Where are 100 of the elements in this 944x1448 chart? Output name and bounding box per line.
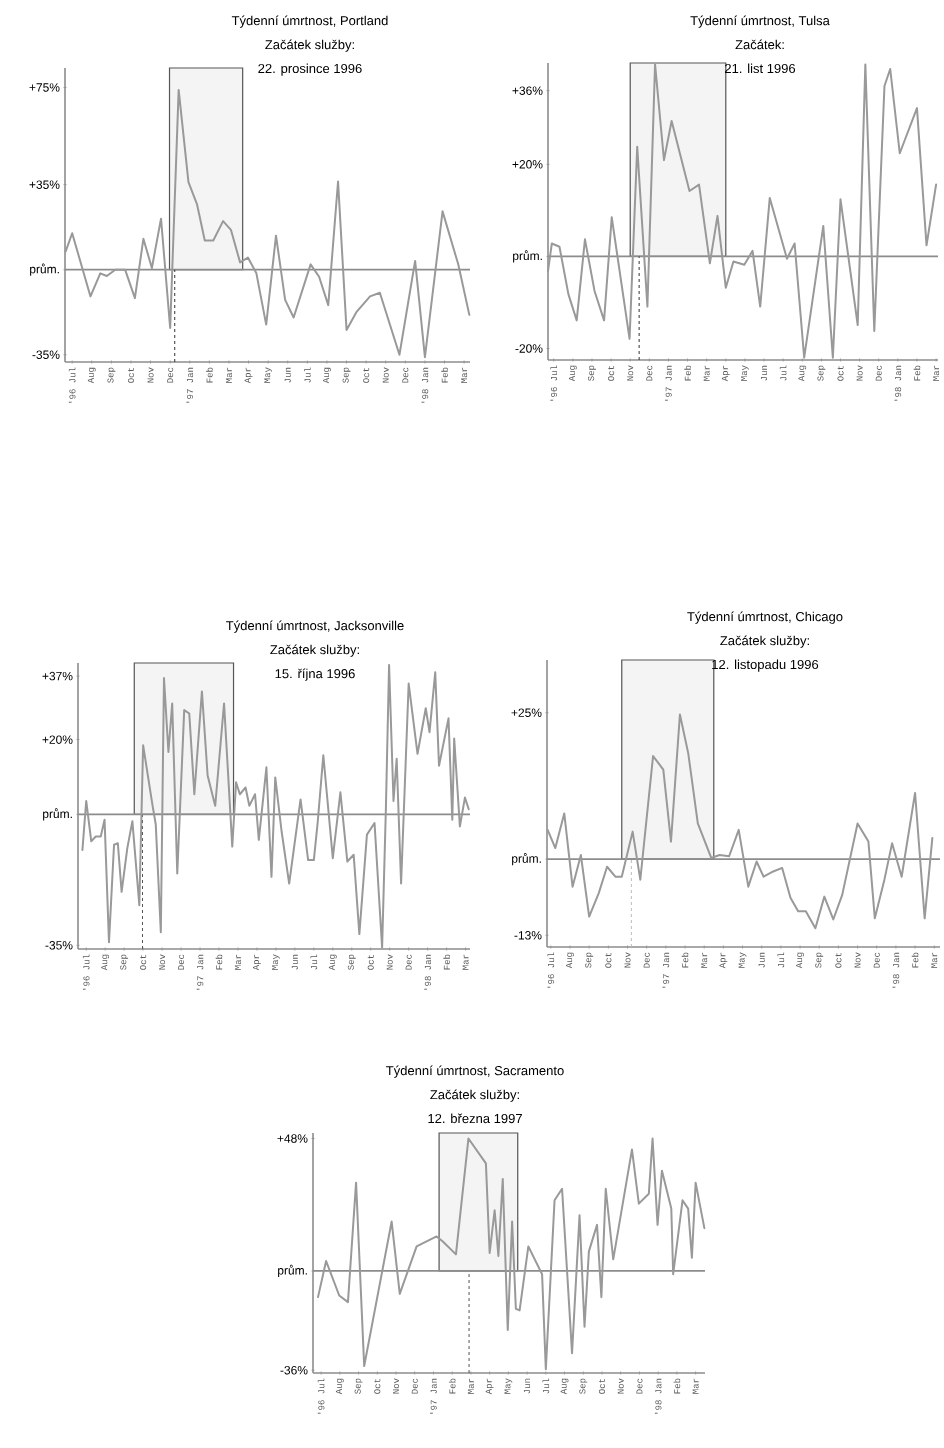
x-tick-label: Feb: [206, 367, 213, 383]
x-tick-label: Mar: [703, 365, 710, 381]
x-tick-label: Apr: [244, 367, 253, 384]
x-tick-label: Nov: [386, 954, 393, 970]
x-tick-label: Feb: [215, 954, 223, 970]
x-tick-label: Mar: [467, 1378, 474, 1394]
x-tick-label: Nov: [159, 954, 166, 970]
x-tick-label: May: [264, 367, 273, 383]
x-tick-label: Apr: [485, 1378, 494, 1395]
x-tick-label: '96 Jul: [82, 954, 90, 990]
x-tick-label: Oct: [598, 1378, 606, 1394]
x-tick-label: Feb: [448, 1378, 456, 1394]
x-tick-label: Jul: [304, 367, 311, 383]
x-tick-label: May: [272, 954, 280, 970]
x-tick-label: '98 Jan: [654, 1378, 662, 1414]
x-tick-label: Dec: [636, 1378, 643, 1394]
x-tick-label: Dec: [178, 954, 185, 970]
y-tick-label: -35%: [45, 941, 73, 950]
x-tick-label: Sep: [815, 952, 824, 968]
x-tick-label: Oct: [363, 367, 370, 383]
x-tick-label: Nov: [393, 1378, 400, 1394]
x-tick-label: Dec: [873, 952, 880, 968]
x-tick-label: Aug: [323, 367, 331, 384]
x-tick-label: Jun: [761, 365, 768, 381]
x-tick-label: Aug: [798, 365, 807, 382]
y-tick-label: -13%: [514, 931, 542, 940]
x-tick-label: Mar: [234, 954, 241, 970]
x-tick-label: Apr: [719, 952, 728, 969]
y-tick-label: +35%: [29, 180, 60, 189]
x-tick-label: Sep: [585, 952, 594, 968]
x-tick-label: Sep: [354, 1378, 363, 1394]
x-tick-label: May: [741, 365, 749, 381]
x-tick-label: Feb: [443, 954, 450, 970]
x-tick-label: Aug: [560, 1378, 569, 1395]
x-tick-label: Sep: [347, 954, 356, 970]
x-tick-label: Sep: [107, 367, 116, 383]
x-tick-label: Oct: [605, 952, 612, 968]
x-tick-label: Mar: [933, 365, 940, 381]
x-tick-label: '97 Jan: [665, 365, 672, 401]
y-tick-label: +20%: [42, 735, 73, 744]
line-series: [64, 88, 471, 359]
x-tick-label: Nov: [624, 952, 631, 968]
x-tick-label: Sep: [817, 365, 826, 381]
x-tick-label: Oct: [140, 954, 147, 970]
y-tick-label: +20%: [512, 160, 543, 169]
line-series: [81, 663, 470, 949]
chart-title: Týdenní úmrtnost, Sacramento: [386, 1065, 564, 1078]
y-tick-label: +48%: [277, 1134, 308, 1143]
chart-subtitle: Začátek:: [735, 39, 784, 50]
x-tick-label: Oct: [608, 365, 615, 381]
x-tick-label: Dec: [167, 367, 174, 383]
x-tick-label: Nov: [854, 952, 861, 968]
y-tick-label: +75%: [29, 83, 60, 92]
x-tick-label: '96 Jul: [550, 365, 558, 401]
x-tick-label: '97 Jan: [430, 1378, 437, 1414]
x-tick-label: Mar: [701, 952, 708, 968]
x-tick-label: Nov: [147, 367, 154, 383]
x-tick-label: '98 Jan: [421, 367, 429, 403]
x-tick-label: Mar: [931, 952, 938, 968]
x-tick-label: '97 Jan: [186, 367, 194, 403]
line-series: [316, 1137, 706, 1371]
x-tick-label: Oct: [367, 954, 374, 970]
chart-subtitle: Začátek služby:: [430, 1089, 519, 1102]
x-tick-label: Jun: [758, 952, 765, 968]
chart-subtitle: Začátek služby:: [270, 644, 359, 657]
x-tick-label: Dec: [643, 952, 650, 968]
y-tick-label: prům.: [278, 1264, 307, 1278]
x-tick-label: Jul: [777, 952, 785, 968]
line-series: [546, 713, 934, 930]
y-tick-label: -35%: [32, 350, 60, 359]
chart-title: Týdenní úmrtnost, Portland: [231, 15, 388, 28]
x-tick-label: Apr: [721, 365, 730, 382]
x-tick-label: '98 Jan: [892, 952, 900, 988]
line-series: [547, 63, 938, 359]
x-tick-label: Mar: [225, 367, 232, 383]
x-tick-label: Nov: [856, 365, 863, 381]
x-tick-label: Jul: [310, 954, 318, 970]
x-tick-label: Aug: [101, 954, 110, 971]
x-tick-label: May: [738, 952, 747, 968]
x-tick-label: Mar: [461, 367, 468, 383]
x-tick-label: Jul: [542, 1378, 550, 1394]
annotation: 22. prosince 1996: [258, 63, 362, 76]
x-tick-label: Dec: [411, 1378, 418, 1394]
x-tick-label: Jun: [524, 1378, 531, 1394]
x-tick-label: Sep: [120, 954, 129, 970]
x-tick-label: Oct: [127, 367, 135, 383]
x-tick-label: Aug: [796, 952, 804, 969]
x-tick-label: '97 Jan: [662, 952, 670, 988]
x-tick-label: Sep: [588, 365, 596, 381]
chart-subtitle: Začátek služby:: [265, 39, 354, 52]
x-tick-label: Sep: [579, 1378, 588, 1394]
annotation: 15. října 1996: [275, 668, 355, 681]
x-tick-label: Dec: [646, 365, 653, 381]
chart-subtitle: Začátek služby:: [720, 635, 809, 648]
y-tick-label: -20%: [515, 344, 543, 353]
x-tick-label: Dec: [875, 365, 882, 381]
y-tick-label: +36%: [512, 86, 543, 95]
y-tick-label: prům.: [30, 263, 59, 276]
x-tick-label: Sep: [342, 367, 351, 383]
x-tick-label: Nov: [617, 1378, 624, 1394]
